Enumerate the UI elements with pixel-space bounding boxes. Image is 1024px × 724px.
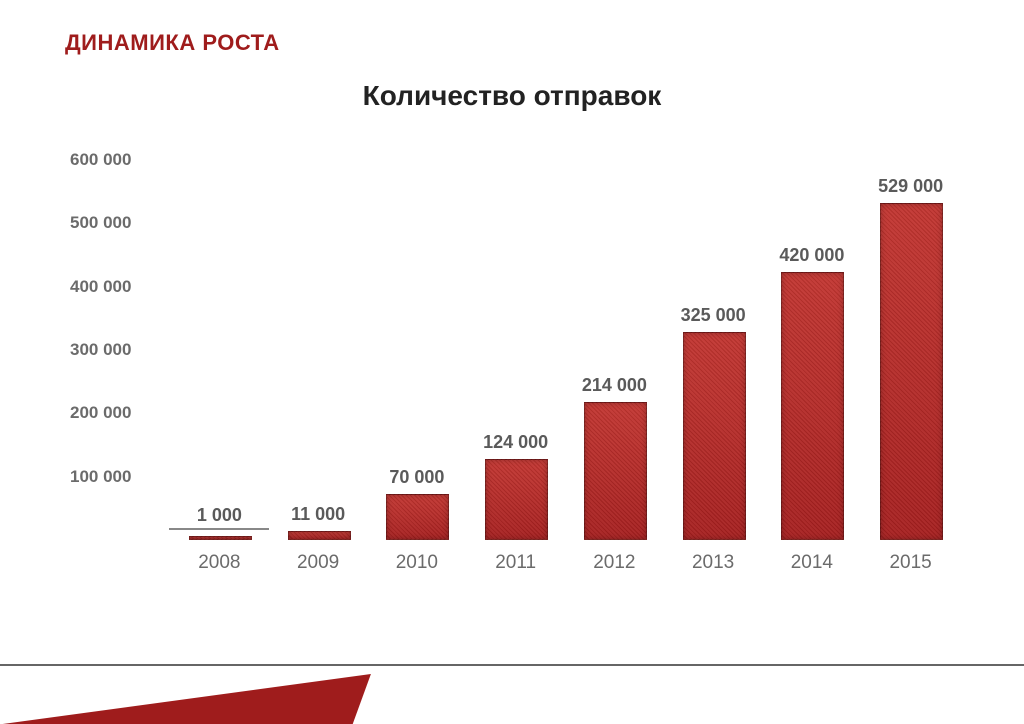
x-tick-label: 2014 [772,552,852,574]
bar [288,531,351,540]
y-tick-label: 400 000 [70,277,160,297]
footer-wedge [0,674,371,724]
x-tick-label: 2009 [278,552,358,574]
bar-value-label: 1 000 [169,505,269,530]
footer-line [0,664,1024,666]
bar-value-label: 11 000 [268,504,368,525]
x-tick-label: 2012 [574,552,654,574]
y-tick-label: 300 000 [70,340,160,360]
bar-value-label: 70 000 [367,467,467,488]
bar-value-label: 214 000 [564,375,664,396]
page-title: ДИНАМИКА РОСТА [65,30,280,56]
y-tick-label: 200 000 [70,403,160,423]
bar [189,536,252,540]
x-tick-label: 2013 [673,552,753,574]
bar [880,203,943,540]
footer-decoration [0,664,1024,724]
y-tick-label: 500 000 [70,213,160,233]
chart-plot: 1 00011 000 70 000 124 000 214 000 325 000 42… [170,160,960,540]
bar [584,402,647,540]
x-tick-label: 2015 [871,552,951,574]
y-tick-label: 100 000 [70,467,160,487]
bar-value-label: 325 000 [663,305,763,326]
y-tick-label: 600 000 [70,150,160,170]
x-tick-label: 2010 [377,552,457,574]
bar [781,272,844,540]
bar-value-label: 529 000 [861,176,961,197]
bar [485,459,548,540]
bar [386,494,449,540]
bar-value-label: 420 000 [762,245,862,266]
chart-title: Количество отправок [0,80,1024,112]
bar-value-label: 124 000 [466,432,566,453]
bar-chart: 100 000200 000300 000400 000500 000600 0… [70,160,960,580]
x-tick-label: 2011 [476,552,556,574]
x-tick-label: 2008 [179,552,259,574]
bar [683,332,746,540]
